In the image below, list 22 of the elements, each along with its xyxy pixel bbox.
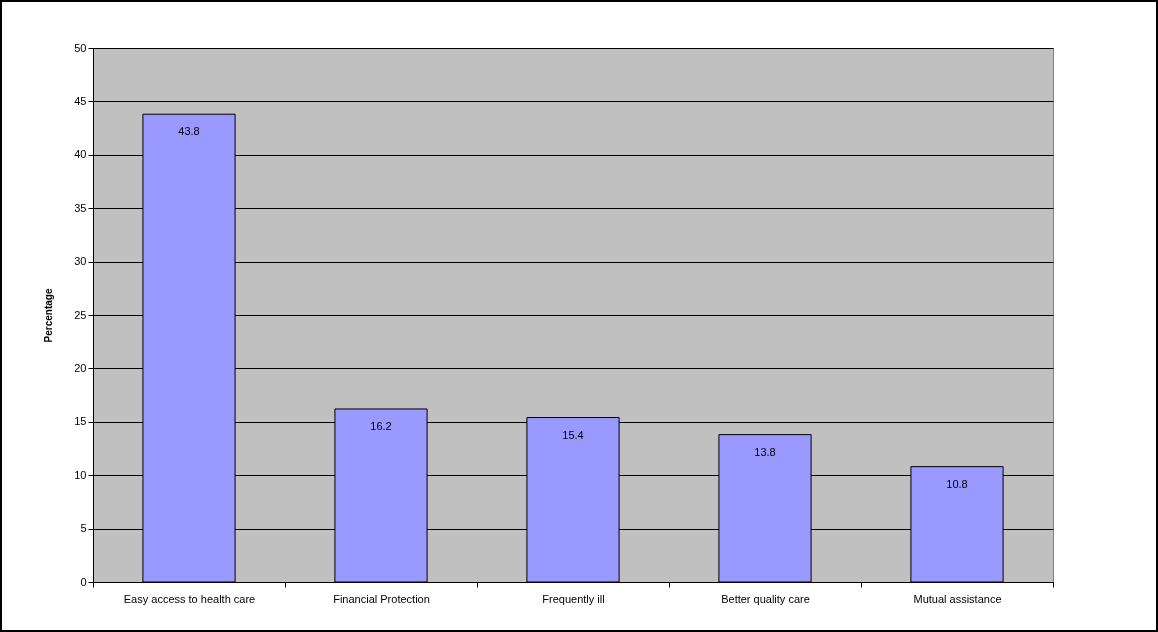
data-label: 15.4: [562, 428, 584, 441]
x-tick-label: Better quality care: [721, 592, 810, 605]
data-label: 16.2: [370, 419, 392, 432]
y-axis-title: Percentage: [43, 288, 55, 343]
data-label: 13.8: [754, 445, 776, 458]
y-tick-label: 0: [80, 575, 87, 588]
y-tick-label: 20: [74, 361, 87, 374]
y-tick-label: 50: [74, 41, 87, 54]
y-tick-label: 40: [74, 148, 87, 161]
y-tick-label: 15: [74, 415, 87, 428]
data-label: 10.8: [946, 477, 968, 490]
x-tick-label: Easy access to health care: [123, 592, 256, 605]
y-tick-label: 5: [80, 522, 87, 535]
y-tick-label: 30: [74, 255, 87, 268]
y-tick-label: 10: [74, 468, 87, 481]
y-tick-label: 45: [74, 94, 87, 107]
x-tick-label: Frequently ill: [542, 592, 605, 605]
x-tick-label: Financial Protection: [333, 592, 430, 605]
data-label: 43.8: [178, 125, 200, 138]
y-tick-label: 25: [74, 308, 87, 321]
x-tick-label: Mutual assistance: [913, 592, 1002, 605]
y-tick-label: 35: [74, 201, 87, 214]
